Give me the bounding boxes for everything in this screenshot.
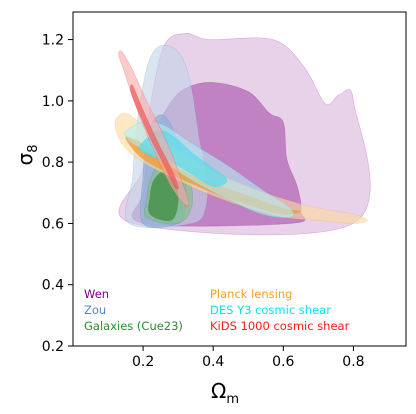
x-tick-label: 0.6 [272, 354, 294, 370]
y-tick-label: 0.8 [42, 155, 64, 171]
x-tick-label: 0.2 [132, 354, 154, 370]
legend-entry-galaxies-cue23: Galaxies (Cue23) [84, 319, 183, 333]
x-tick-label: 0.8 [342, 354, 364, 370]
plot-frame [72, 11, 407, 347]
y-tick-label: 0.2 [42, 339, 64, 355]
contour-kids-1000-cosmic-shear [118, 50, 190, 207]
y-axis-label: σ8 [13, 145, 41, 166]
x-tick-label: 0.4 [202, 354, 224, 370]
y-tick-label: 1.2 [42, 33, 64, 49]
legend-entry-planck-lensing: Planck lensing [210, 287, 292, 301]
x-axis-ticks: 0.2 0.4 0.6 0.8 [132, 346, 365, 370]
legend-entry-wen: Wen [84, 287, 109, 301]
y-axis-ticks: 0.2 0.4 0.6 0.8 1.0 1.2 [42, 33, 73, 355]
x-axis-label: Ωm [211, 379, 239, 407]
legend-entry-zou: Zou [84, 303, 106, 317]
contour-inner-kids-1000-cosmic-shear [130, 84, 179, 190]
contour-layer [114, 33, 371, 236]
contour-outer-kids-1000-cosmic-shear [118, 50, 190, 207]
legend: Wen Zou Galaxies (Cue23) Planck lensing DES … [84, 287, 350, 333]
legend-entry-des-y3-cosmic-shear: DES Y3 cosmic shear [210, 303, 331, 317]
y-tick-label: 1.0 [42, 94, 64, 110]
y-tick-label: 0.4 [42, 278, 64, 294]
legend-entry-kids-1000-cosmic-shear: KiDS 1000 cosmic shear [210, 319, 350, 333]
y-tick-label: 0.6 [42, 216, 64, 232]
